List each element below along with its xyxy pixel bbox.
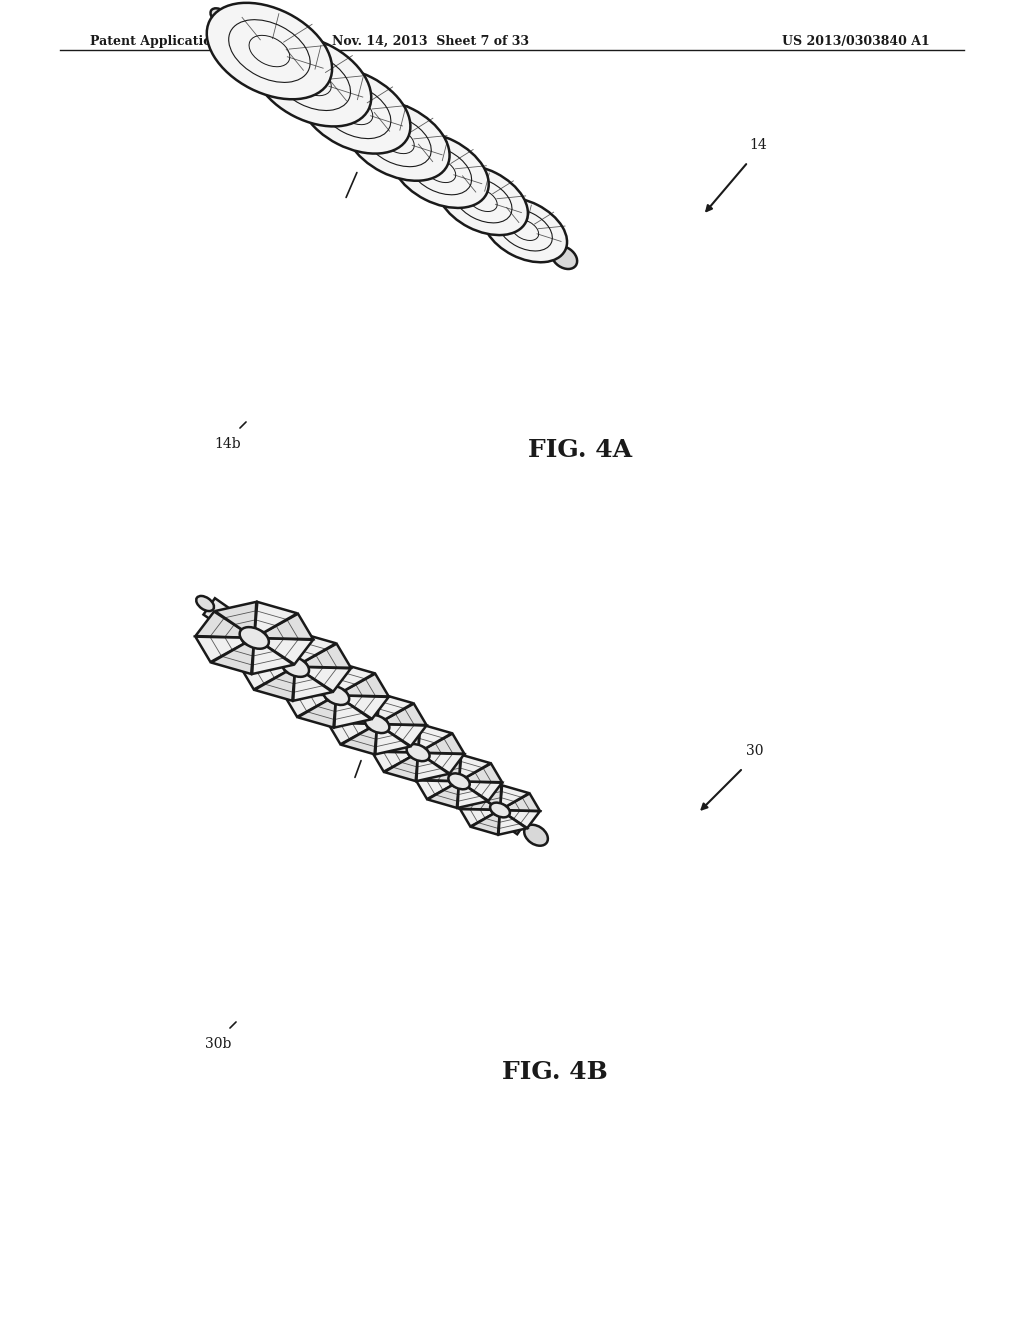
Text: Nov. 14, 2013  Sheet 7 of 33: Nov. 14, 2013 Sheet 7 of 33 — [332, 36, 528, 48]
Text: 14: 14 — [750, 139, 767, 152]
Polygon shape — [372, 751, 411, 772]
Polygon shape — [471, 814, 500, 834]
Ellipse shape — [437, 165, 528, 235]
Polygon shape — [196, 636, 244, 663]
Polygon shape — [255, 602, 297, 632]
Polygon shape — [378, 693, 414, 719]
Polygon shape — [458, 785, 487, 808]
Ellipse shape — [197, 595, 214, 611]
Polygon shape — [426, 734, 464, 754]
Polygon shape — [240, 642, 287, 667]
Polygon shape — [460, 809, 494, 826]
Ellipse shape — [391, 133, 488, 209]
Polygon shape — [211, 644, 254, 675]
Polygon shape — [215, 602, 256, 632]
Polygon shape — [305, 644, 351, 668]
Polygon shape — [341, 729, 377, 754]
Polygon shape — [296, 632, 336, 661]
Polygon shape — [499, 814, 526, 834]
Polygon shape — [204, 598, 528, 834]
Polygon shape — [337, 663, 375, 690]
Polygon shape — [298, 701, 336, 727]
Polygon shape — [384, 758, 418, 781]
Polygon shape — [328, 723, 369, 744]
Polygon shape — [344, 693, 379, 718]
Polygon shape — [430, 755, 461, 776]
Polygon shape — [506, 810, 540, 828]
Polygon shape — [372, 731, 411, 752]
Ellipse shape — [299, 67, 411, 153]
Polygon shape — [218, 11, 556, 256]
Ellipse shape — [211, 8, 230, 25]
Ellipse shape — [407, 744, 429, 762]
Polygon shape — [196, 611, 245, 638]
Polygon shape — [419, 725, 452, 748]
Polygon shape — [417, 758, 449, 781]
Polygon shape — [416, 762, 453, 781]
Polygon shape — [460, 792, 494, 809]
Polygon shape — [263, 639, 313, 664]
Ellipse shape — [240, 627, 269, 648]
Ellipse shape — [253, 36, 372, 127]
Polygon shape — [301, 663, 338, 690]
Polygon shape — [425, 752, 464, 774]
Polygon shape — [258, 632, 297, 661]
Polygon shape — [254, 672, 295, 701]
Text: FIG. 4A: FIG. 4A — [528, 438, 632, 462]
Text: Patent Application Publication: Patent Application Publication — [90, 36, 305, 48]
Polygon shape — [473, 785, 502, 805]
Polygon shape — [264, 614, 313, 639]
Ellipse shape — [345, 100, 450, 181]
Ellipse shape — [490, 803, 510, 817]
Polygon shape — [284, 694, 327, 717]
Polygon shape — [376, 729, 411, 754]
Polygon shape — [428, 785, 459, 808]
Polygon shape — [387, 725, 420, 747]
Polygon shape — [240, 665, 286, 689]
Polygon shape — [466, 781, 502, 801]
Polygon shape — [460, 755, 490, 777]
Text: 14b: 14b — [215, 437, 242, 451]
Ellipse shape — [483, 198, 567, 263]
Polygon shape — [304, 667, 351, 692]
Polygon shape — [284, 672, 328, 694]
Polygon shape — [252, 644, 294, 675]
Polygon shape — [293, 672, 333, 701]
Text: FIG. 4B: FIG. 4B — [502, 1060, 608, 1084]
Polygon shape — [334, 701, 372, 727]
Polygon shape — [345, 673, 389, 697]
Ellipse shape — [207, 3, 332, 99]
Ellipse shape — [449, 774, 470, 789]
Ellipse shape — [524, 825, 548, 846]
Text: US 2013/0303840 A1: US 2013/0303840 A1 — [782, 36, 930, 48]
Polygon shape — [467, 763, 502, 783]
Polygon shape — [328, 702, 370, 723]
Polygon shape — [507, 793, 540, 810]
Text: 30: 30 — [746, 744, 764, 758]
Polygon shape — [385, 725, 426, 746]
Ellipse shape — [282, 656, 309, 677]
Polygon shape — [344, 696, 389, 719]
Ellipse shape — [324, 685, 349, 705]
Ellipse shape — [552, 246, 578, 269]
Polygon shape — [386, 704, 427, 725]
Polygon shape — [501, 785, 529, 807]
Ellipse shape — [365, 715, 389, 733]
Text: 14a: 14a — [359, 148, 385, 162]
Text: 30a: 30a — [359, 734, 385, 748]
Polygon shape — [416, 780, 452, 799]
Text: 30b: 30b — [205, 1038, 231, 1051]
